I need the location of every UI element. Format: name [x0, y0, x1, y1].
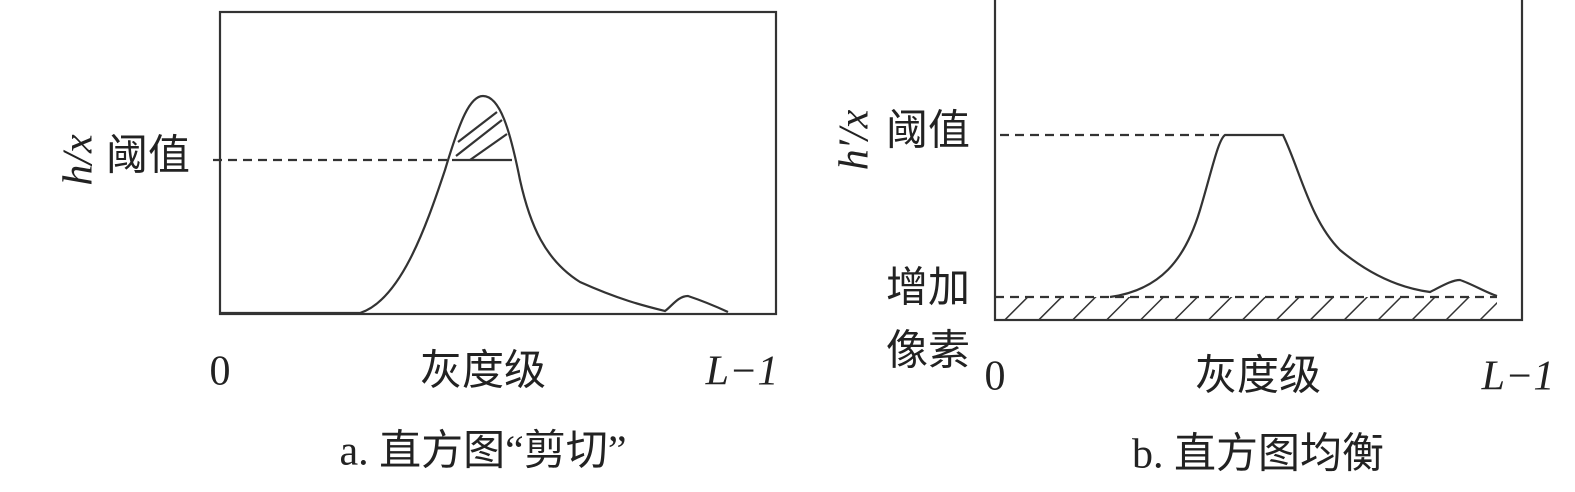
caption: a. 直方图“剪切”	[340, 429, 627, 475]
added-label: 像素	[886, 329, 970, 375]
x-label: 灰度级	[1195, 354, 1321, 400]
x-start: 0	[210, 349, 231, 395]
plot-frame	[993, 0, 1524, 322]
histogram-curve	[220, 94, 729, 315]
added-label: 增加	[886, 266, 970, 312]
threshold-label: 阈值	[886, 109, 970, 155]
hatch	[455, 119, 503, 157]
panel-b: h′/x 阈值 增加 像素 0 灰度级 L−1 b. 直方图均衡	[832, 0, 1555, 478]
hatch	[469, 133, 508, 161]
panel-a: h/x 阈值 0 灰度级 L−1 a. 直方图“剪切”	[56, 10, 779, 475]
x-start: 0	[985, 354, 1006, 400]
x-end: L−1	[705, 349, 779, 395]
x-label: 灰度级	[420, 349, 546, 395]
caption: b. 直方图均衡	[1132, 432, 1384, 478]
plot-frame	[218, 10, 778, 316]
added-pixels-area	[997, 297, 1497, 320]
y-label: h/x	[56, 134, 102, 186]
x-end: L−1	[1481, 354, 1555, 400]
histogram-curve	[1109, 133, 1498, 299]
hatch	[457, 111, 498, 143]
y-label: h′/x	[832, 109, 878, 170]
threshold-label: 阈值	[106, 134, 190, 180]
